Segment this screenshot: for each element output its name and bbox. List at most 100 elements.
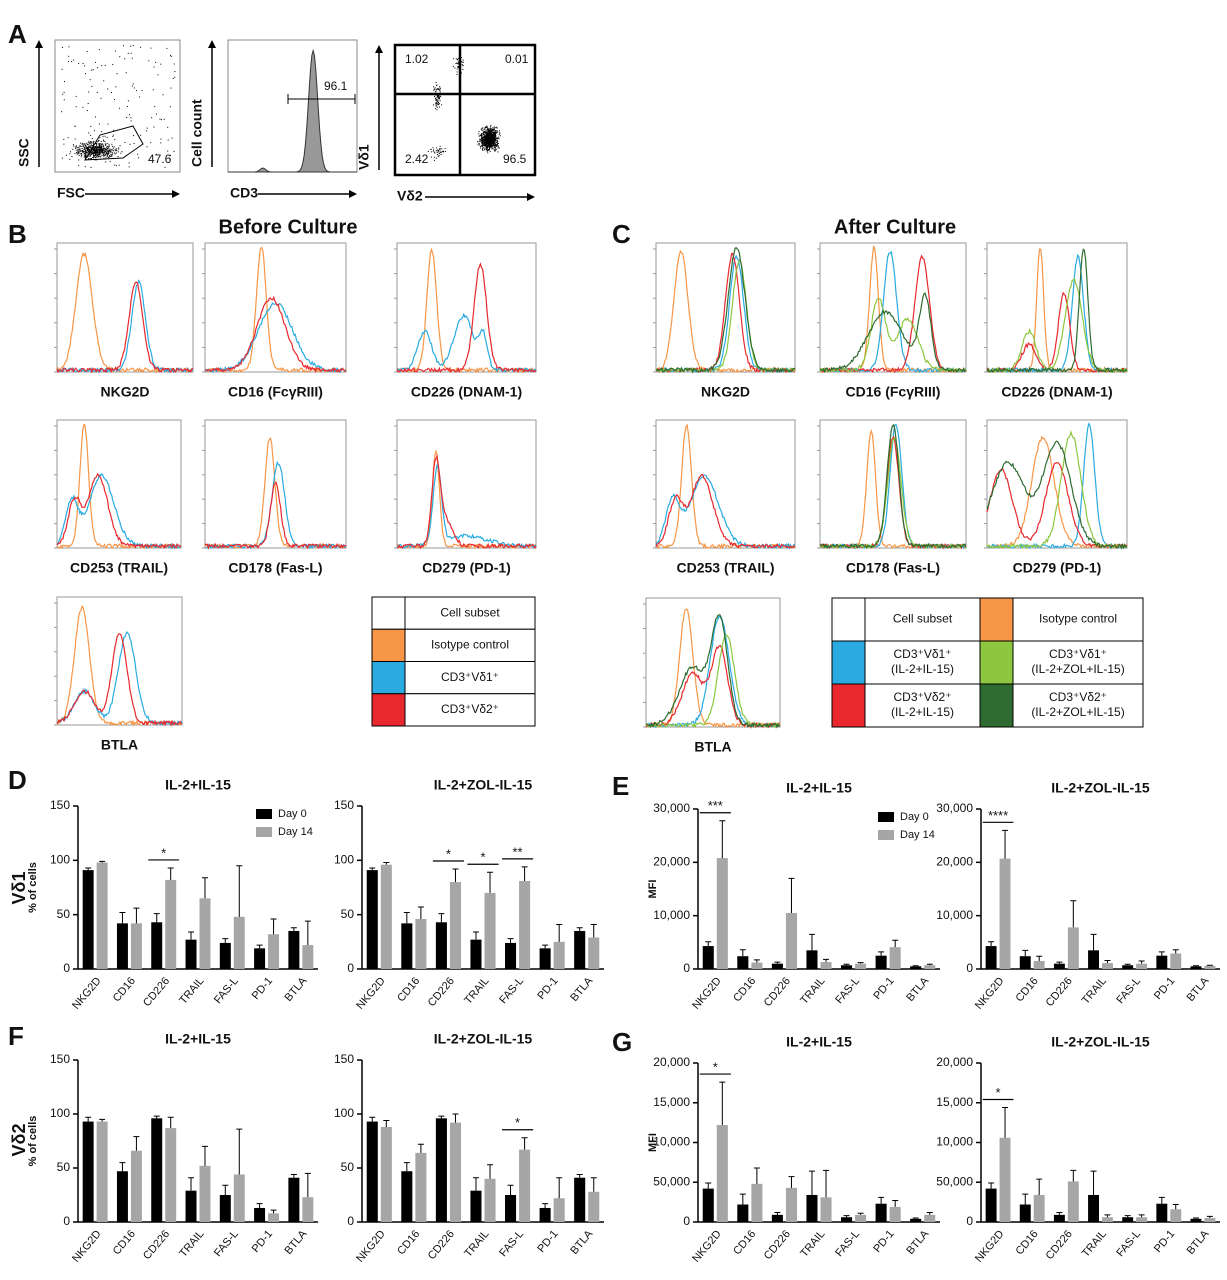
event-dot <box>91 141 93 143</box>
event-dot <box>439 91 441 93</box>
significance-mark: * <box>713 1060 718 1075</box>
event-dot <box>437 87 439 89</box>
event-dot <box>83 151 85 153</box>
event-dot <box>102 143 104 145</box>
event-dot <box>486 149 488 151</box>
event-dot <box>492 142 494 144</box>
bar <box>219 1195 231 1222</box>
event-dot <box>437 102 439 104</box>
event-dot <box>495 127 497 129</box>
event-dot <box>108 143 110 145</box>
event-dot <box>439 100 441 102</box>
event-dot <box>91 152 93 154</box>
event-dot <box>169 154 171 156</box>
event-dot <box>78 159 80 161</box>
event-dot <box>437 100 439 102</box>
event-dot <box>88 151 90 153</box>
event-dot <box>482 129 484 131</box>
event-dot <box>490 144 492 146</box>
event-dot <box>119 145 121 147</box>
event-dot <box>491 136 493 138</box>
event-dot <box>87 146 89 148</box>
event-dot <box>485 138 487 140</box>
bar <box>539 1207 551 1222</box>
event-dot <box>102 139 104 141</box>
error-bar <box>1158 951 1165 956</box>
event-dot <box>440 154 442 156</box>
event-dot <box>489 137 491 139</box>
event-dot <box>85 153 87 155</box>
event-dot <box>485 138 487 140</box>
event-dot <box>105 152 107 154</box>
event-dot <box>110 149 112 151</box>
marker-label: CD16 (FcγRIII) <box>228 384 323 400</box>
event-dot <box>82 145 84 147</box>
event-dot <box>84 148 86 150</box>
event-dot <box>487 127 489 129</box>
error-bar <box>892 1200 899 1207</box>
bar <box>366 870 378 969</box>
legend-text: CD3⁺Vδ2⁺ <box>893 690 951 704</box>
event-dot <box>73 59 75 61</box>
event-dot <box>491 144 493 146</box>
event-dot <box>122 45 124 47</box>
event-dot <box>493 134 495 136</box>
panel-letter: A <box>8 19 27 49</box>
event-dot <box>489 141 491 143</box>
event-dot <box>84 65 86 67</box>
event-dot <box>111 143 113 145</box>
legend-text: CD3⁺Vδ2⁺ <box>441 702 499 716</box>
event-dot <box>482 136 484 138</box>
histogram-curve <box>396 262 537 374</box>
event-dot <box>479 144 481 146</box>
chart-title: IL-2+ZOL-IL-15 <box>434 777 533 793</box>
event-dot <box>90 141 92 143</box>
event-dot <box>150 142 152 144</box>
bar <box>1122 1217 1134 1222</box>
event-dot <box>167 139 169 141</box>
event-dot <box>81 154 83 156</box>
event-dot <box>61 157 63 159</box>
error-bar <box>369 867 376 871</box>
event-dot <box>125 72 127 74</box>
event-dot <box>63 91 65 93</box>
event-dot <box>94 154 96 156</box>
error-bar <box>590 923 597 938</box>
bar <box>985 946 997 969</box>
event-dot <box>106 150 108 152</box>
event-dot <box>491 146 493 148</box>
x-axis-label: CD3 <box>230 185 258 201</box>
y-tick-label: 50,000 <box>936 1174 973 1188</box>
bar <box>1067 1181 1079 1222</box>
event-dot <box>486 136 488 138</box>
bar <box>737 956 749 969</box>
event-dot <box>101 151 103 153</box>
event-dot <box>494 134 496 136</box>
event-dot <box>82 151 84 153</box>
event-dot <box>483 141 485 143</box>
event-dot <box>80 142 82 144</box>
panel-letter: G <box>612 1027 632 1057</box>
error-bar <box>774 961 781 964</box>
event-dot <box>440 151 442 153</box>
event-dot <box>81 142 83 144</box>
y-tick-label: 0 <box>347 1214 354 1228</box>
y-axis-label: Cell count <box>189 99 205 167</box>
event-dot <box>107 156 109 158</box>
bar <box>841 1217 853 1222</box>
error-bar <box>788 877 795 913</box>
event-dot <box>495 133 497 135</box>
event-dot <box>77 149 79 151</box>
event-dot <box>89 142 91 144</box>
event-dot <box>494 149 496 151</box>
histogram-curve <box>396 312 537 373</box>
error-bar <box>1192 1217 1199 1219</box>
event-dot <box>435 89 437 91</box>
event-dot <box>481 133 483 135</box>
event-dot <box>91 154 93 156</box>
significance-mark: * <box>446 846 451 861</box>
event-dot <box>456 73 458 75</box>
event-dot <box>481 141 483 143</box>
event-dot <box>105 148 107 150</box>
y-tick-label: 10,000 <box>653 1135 690 1149</box>
